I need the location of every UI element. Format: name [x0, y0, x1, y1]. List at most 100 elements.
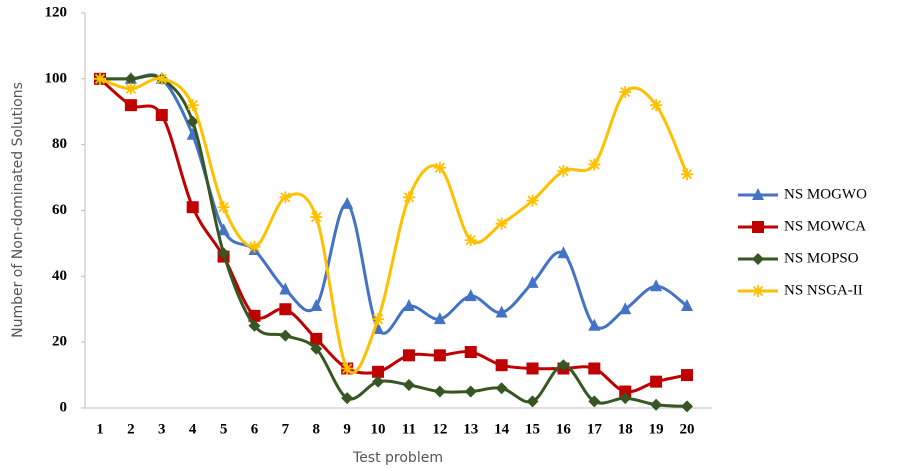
- x-tick-label: 10: [371, 421, 386, 437]
- marker: [619, 385, 632, 398]
- marker: [402, 298, 415, 311]
- marker: [681, 168, 693, 181]
- legend-marker: [752, 285, 764, 297]
- marker: [402, 349, 415, 362]
- marker: [402, 378, 415, 391]
- marker: [341, 196, 354, 209]
- marker: [681, 298, 693, 311]
- x-axis-title: Test problem: [352, 450, 443, 466]
- marker: [433, 161, 446, 174]
- marker: [464, 385, 477, 398]
- marker: [588, 362, 601, 375]
- legend-item: NS MOGWO: [738, 186, 867, 202]
- marker: [650, 99, 663, 112]
- marker: [526, 194, 539, 207]
- marker: [526, 362, 539, 375]
- y-tick-label: 40: [52, 268, 67, 284]
- marker: [557, 359, 570, 372]
- marker: [341, 362, 354, 375]
- y-tick-label: 80: [52, 136, 67, 152]
- x-tick-label: 9: [343, 421, 351, 437]
- marker: [248, 240, 261, 253]
- x-tick-label: 11: [402, 421, 416, 437]
- y-tick-label: 20: [52, 334, 67, 350]
- marker: [279, 282, 292, 295]
- legend-label: NS MOPSO: [784, 250, 859, 266]
- x-tick-label: 19: [649, 421, 664, 437]
- x-tick-label: 18: [618, 421, 633, 437]
- marker: [372, 375, 385, 388]
- x-tick-label: 5: [220, 421, 228, 437]
- marker: [495, 382, 508, 395]
- y-axis-title: Number of Non-dominated Solutions: [10, 82, 26, 338]
- legend-label: NS MOGWO: [784, 186, 867, 202]
- marker: [588, 395, 601, 408]
- marker: [341, 392, 354, 405]
- marker: [279, 303, 292, 316]
- marker: [279, 329, 292, 342]
- x-tick-label: 6: [251, 421, 259, 437]
- marker: [279, 191, 292, 204]
- marker: [310, 211, 323, 224]
- marker: [619, 86, 632, 98]
- marker: [217, 223, 230, 236]
- x-tick-label: 20: [680, 421, 695, 437]
- marker: [619, 302, 632, 315]
- marker: [557, 165, 570, 177]
- marker: [650, 279, 663, 292]
- legend-label: NS MOWCA: [784, 218, 866, 234]
- marker: [372, 365, 385, 378]
- legend-label: NS NSGA-II: [784, 282, 863, 298]
- marker: [495, 305, 508, 318]
- marker: [310, 332, 323, 345]
- x-tick-label: 13: [463, 421, 478, 437]
- marker: [464, 346, 477, 359]
- marker: [310, 342, 323, 355]
- marker: [186, 201, 199, 214]
- marker: [464, 234, 477, 247]
- marker: [495, 217, 508, 230]
- marker: [372, 313, 385, 326]
- marker: [619, 392, 632, 405]
- marker: [650, 375, 663, 388]
- x-tick-label: 16: [556, 421, 572, 437]
- legend-marker: [752, 188, 764, 200]
- x-tick-label: 2: [127, 421, 135, 437]
- x-tick-label: 3: [158, 421, 166, 437]
- legend-marker: [752, 253, 764, 265]
- legend-item: NS MOWCA: [738, 218, 866, 234]
- x-tick-label: 8: [313, 421, 321, 437]
- marker: [402, 191, 415, 204]
- legend-item: NS NSGA-II: [738, 282, 863, 298]
- y-tick-label: 0: [60, 399, 68, 415]
- marker: [124, 72, 137, 85]
- x-tick-label: 4: [189, 421, 197, 437]
- marker: [464, 289, 477, 302]
- marker: [217, 201, 230, 214]
- marker: [433, 349, 446, 362]
- y-tick-label: 120: [45, 4, 68, 20]
- marker: [588, 158, 601, 171]
- marker: [433, 385, 446, 398]
- marker: [124, 82, 137, 95]
- marker: [217, 247, 230, 260]
- marker: [526, 395, 539, 408]
- marker: [588, 318, 601, 331]
- marker: [433, 312, 446, 325]
- marker: [526, 275, 539, 288]
- x-tick-label: 14: [494, 421, 510, 437]
- marker: [310, 298, 323, 311]
- legend-marker: [752, 221, 764, 233]
- marker: [186, 115, 199, 128]
- y-tick-label: 60: [52, 202, 67, 218]
- marker: [248, 319, 261, 332]
- marker: [681, 369, 693, 382]
- x-tick-label: 15: [525, 421, 540, 437]
- marker: [186, 99, 199, 112]
- marker: [94, 72, 106, 85]
- marker: [155, 72, 168, 85]
- x-tick-label: 12: [432, 421, 447, 437]
- marker: [495, 359, 508, 372]
- marker: [155, 109, 168, 122]
